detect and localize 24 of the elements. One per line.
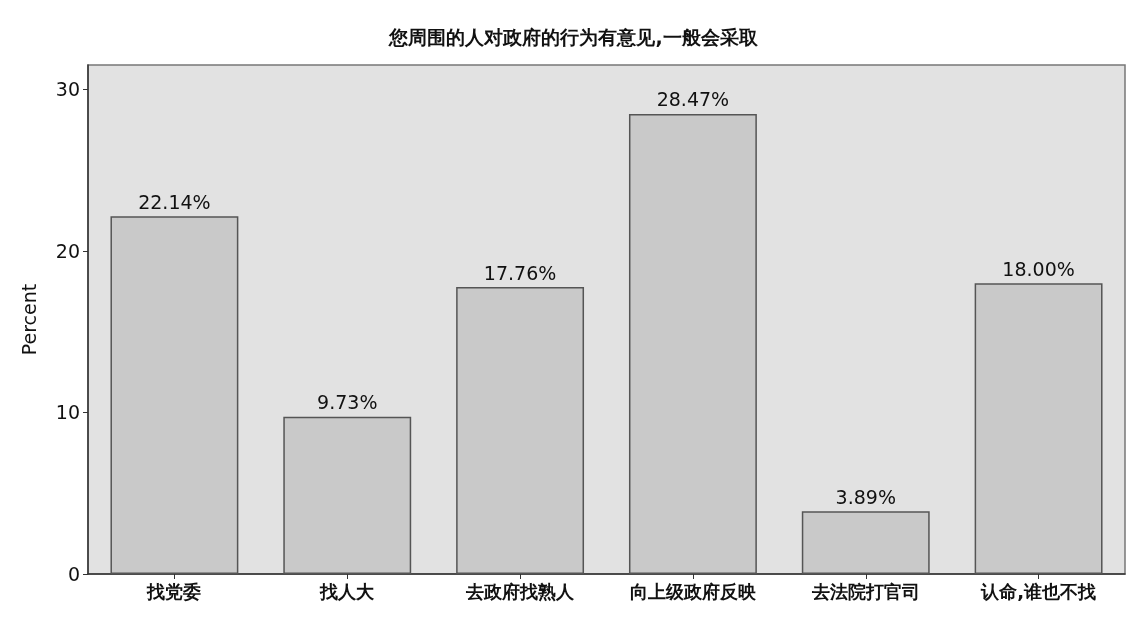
bar <box>456 287 585 574</box>
data-label: 3.89% <box>835 485 896 508</box>
y-tick-label: 0 <box>67 563 80 585</box>
x-tick-label: 去法院打官司 <box>810 580 920 602</box>
bar <box>283 416 412 574</box>
data-label: 22.14% <box>138 190 211 213</box>
x-tick-label: 向上级政府反映 <box>629 580 757 602</box>
y-axis-title: Percent <box>17 283 40 356</box>
x-tick-label: 找人大 <box>319 580 376 602</box>
y-tick-label: 20 <box>55 239 80 262</box>
x-tick-label: 去政府找熟人 <box>465 580 576 602</box>
y-tick-label: 30 <box>55 78 80 101</box>
bar <box>628 113 757 574</box>
chart-title: 您周围的人对政府的行为有意见,一般会采取 <box>388 25 759 48</box>
x-tick-label: 找党委 <box>146 580 202 602</box>
data-label: 18.00% <box>1002 257 1075 280</box>
data-label: 17.76% <box>483 261 557 284</box>
data-label: 9.73% <box>317 391 378 414</box>
data-label: 28.47% <box>656 88 730 111</box>
bar <box>801 511 930 574</box>
x-tick-label: 认命,谁也不找 <box>980 580 1097 602</box>
bar <box>974 283 1103 574</box>
y-tick-label: 10 <box>55 401 80 424</box>
bar <box>110 216 239 574</box>
